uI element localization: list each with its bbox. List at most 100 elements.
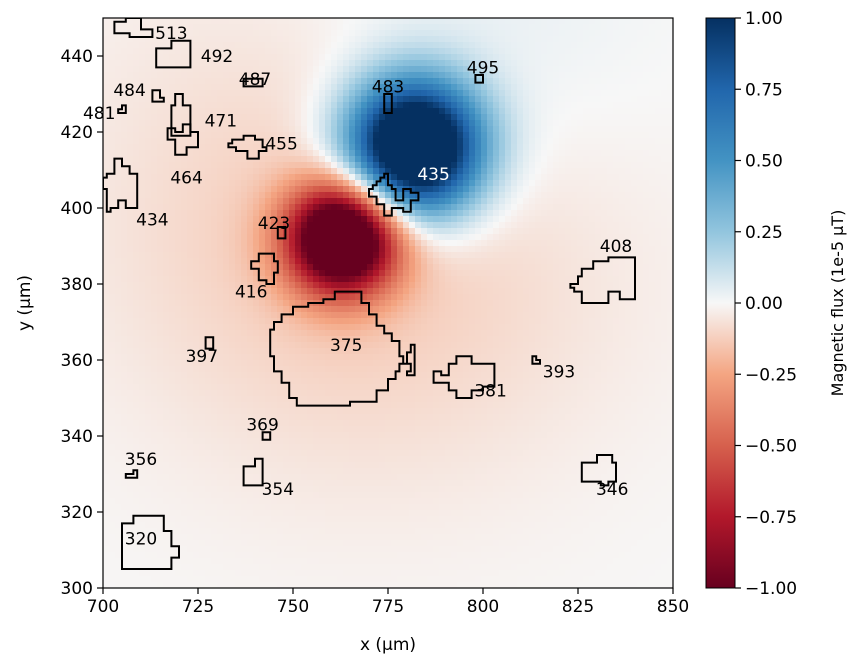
heatmap-cell [433,114,440,121]
heatmap-cell [193,42,200,49]
heatmap-cell [337,210,344,217]
heatmap-cell [361,138,368,145]
heatmap-cell [181,18,188,25]
heatmap-cell [619,324,626,331]
heatmap-cell [217,282,224,289]
heatmap-cell [493,30,500,37]
heatmap-cell [463,222,470,229]
heatmap-cell [319,270,326,277]
heatmap-cell [199,300,206,307]
heatmap-cell [175,36,182,43]
heatmap-cell [481,30,488,37]
heatmap-cell [139,78,146,85]
heatmap-cell [457,318,464,325]
heatmap-cell [517,216,524,223]
heatmap-cell [187,252,194,259]
heatmap-cell [307,192,314,199]
heatmap-cell [667,18,673,25]
heatmap-cell [103,252,110,259]
heatmap-cell [553,84,560,91]
heatmap-cell [481,162,488,169]
heatmap-cell [181,78,188,85]
heatmap-cell [523,204,530,211]
heatmap-cell [487,192,494,199]
heatmap-cell [385,48,392,55]
heatmap-cell [121,96,128,103]
heatmap-cell [175,246,182,253]
heatmap-cell [235,150,242,157]
heatmap-cell [163,30,170,37]
heatmap-cell [493,168,500,175]
heatmap-cell [187,210,194,217]
heatmap-cell [421,42,428,49]
heatmap-cell [439,324,446,331]
heatmap-cell [373,162,380,169]
heatmap-cell [493,108,500,115]
heatmap-cell [661,168,668,175]
heatmap-cell [109,120,116,127]
heatmap-cell [565,132,572,139]
heatmap-cell [469,174,476,181]
heatmap-cell [229,156,236,163]
heatmap-cell [535,234,542,241]
heatmap-cell [277,120,284,127]
heatmap-cell [169,156,176,163]
heatmap-cell [223,246,230,253]
heatmap-cell [553,18,560,25]
heatmap-cell [139,240,146,247]
heatmap-cell [301,204,308,211]
heatmap-cell [223,30,230,37]
heatmap-cell [355,54,362,61]
heatmap-cell [481,78,488,85]
heatmap-cell [391,312,398,319]
heatmap-cell [409,186,416,193]
heatmap-cell [445,120,452,127]
heatmap-cell [445,276,452,283]
heatmap-cell [469,216,476,223]
heatmap-cell [583,264,590,271]
heatmap-cell [439,108,446,115]
heatmap-cell [199,126,206,133]
heatmap-cell [505,66,512,73]
heatmap-cell [613,222,620,229]
heatmap-cell [367,198,374,205]
heatmap-cell [535,318,542,325]
heatmap-cell [499,108,506,115]
heatmap-cell [625,300,632,307]
heatmap-cell [247,90,254,97]
heatmap-cell [421,270,428,277]
heatmap-cell [493,150,500,157]
heatmap-cell [307,174,314,181]
heatmap-cell [571,168,578,175]
heatmap-cell [475,126,482,133]
heatmap-cell [427,108,434,115]
heatmap-cell [529,30,536,37]
heatmap-cell [283,42,290,49]
heatmap-cell [271,36,278,43]
heatmap-cell [541,276,548,283]
heatmap-cell [139,24,146,31]
heatmap-cell [385,120,392,127]
heatmap-cell [319,42,326,49]
heatmap-cell [145,84,152,91]
heatmap-cell [433,186,440,193]
heatmap-cell [187,300,194,307]
heatmap-cell [415,306,422,313]
heatmap-cell [349,192,356,199]
heatmap-cell [331,324,338,331]
heatmap-cell [367,48,374,55]
heatmap-cell [277,156,284,163]
heatmap-cell [643,108,650,115]
heatmap-cell [541,144,548,151]
heatmap-cell [415,126,422,133]
heatmap-cell [595,150,602,157]
heatmap-cell [529,60,536,67]
heatmap-cell [499,276,506,283]
heatmap-cell [103,168,110,175]
heatmap-cell [577,162,584,169]
heatmap-cell [289,126,296,133]
heatmap-cell [361,240,368,247]
heatmap-cell [613,258,620,265]
heatmap-cell [187,276,194,283]
heatmap-cell [553,288,560,295]
